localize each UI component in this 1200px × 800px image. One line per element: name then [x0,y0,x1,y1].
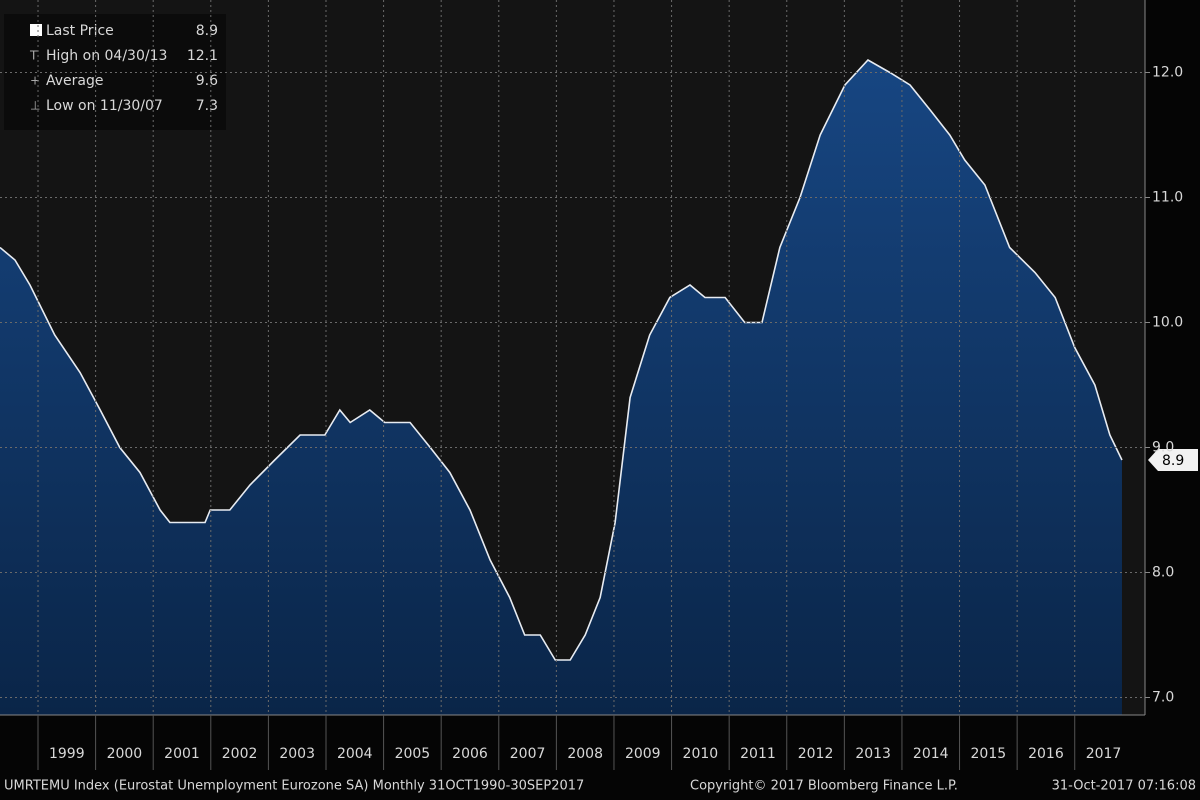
legend-label: Last Price [46,23,114,39]
x-tick-label: 2005 [395,746,431,762]
x-tick-label: 2010 [683,746,719,762]
last-price-tag: 8.9 [1162,453,1184,469]
footer-left: UMRTEMU Index (Eurostat Unemployment Eur… [4,779,584,794]
line [0,58,1123,661]
x-tick-label: 2004 [337,746,373,762]
legend-marker: T [29,49,38,63]
legend-value: 12.1 [187,48,218,64]
x-tick-label: 2002 [222,746,258,762]
legend-label: Low on 11/30/07 [46,98,163,114]
y-tick-label: 9.0 [1152,440,1174,456]
footer-right: 31-Oct-2017 07:16:08 [1052,779,1196,794]
y-tick-label: 8.0 [1152,565,1174,581]
x-tick-label: 2000 [107,746,143,762]
y-tick-label: 10.0 [1152,315,1183,331]
x-tick-label: 2017 [1086,746,1122,762]
legend: Last Price 8.9 T High on 04/30/13 12.1 + Avera… [4,14,226,130]
legend-value: 7.3 [196,98,218,114]
x-tick-label: 2012 [798,746,834,762]
y-tick-label: 12.0 [1152,65,1183,81]
x-tick-label: 2009 [625,746,661,762]
y-tick-label: 7.0 [1152,690,1174,706]
x-tick-label: 2006 [452,746,488,762]
legend-marker: + [30,74,40,88]
area [0,60,1122,715]
y-tick-label: 11.0 [1152,190,1183,206]
legend-label: High on 04/30/13 [46,48,167,64]
last-price-tag-bg [1148,449,1198,471]
x-tick-label: 2016 [1028,746,1064,762]
footer-center: Copyright© 2017 Bloomberg Finance L.P. [690,779,958,794]
x-tick-label: 2015 [971,746,1007,762]
x-tick-label: 2011 [740,746,776,762]
x-tick-label: 1999 [49,746,85,762]
legend-value: 9.6 [196,73,218,89]
legend-value: 8.9 [196,23,218,39]
x-tick-label: 2007 [510,746,546,762]
legend-marker: ⊥ [30,99,40,113]
x-tick-label: 2013 [855,746,891,762]
legend-label: Average [46,73,104,89]
x-tick-label: 2003 [279,746,315,762]
legend-marker [30,24,42,36]
x-tick-label: 2014 [913,746,949,762]
x-tick-label: 2008 [567,746,603,762]
x-tick-label: 2001 [164,746,200,762]
